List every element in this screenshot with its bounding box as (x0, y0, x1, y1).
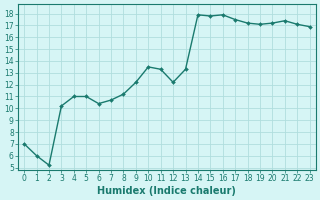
X-axis label: Humidex (Indice chaleur): Humidex (Indice chaleur) (98, 186, 236, 196)
